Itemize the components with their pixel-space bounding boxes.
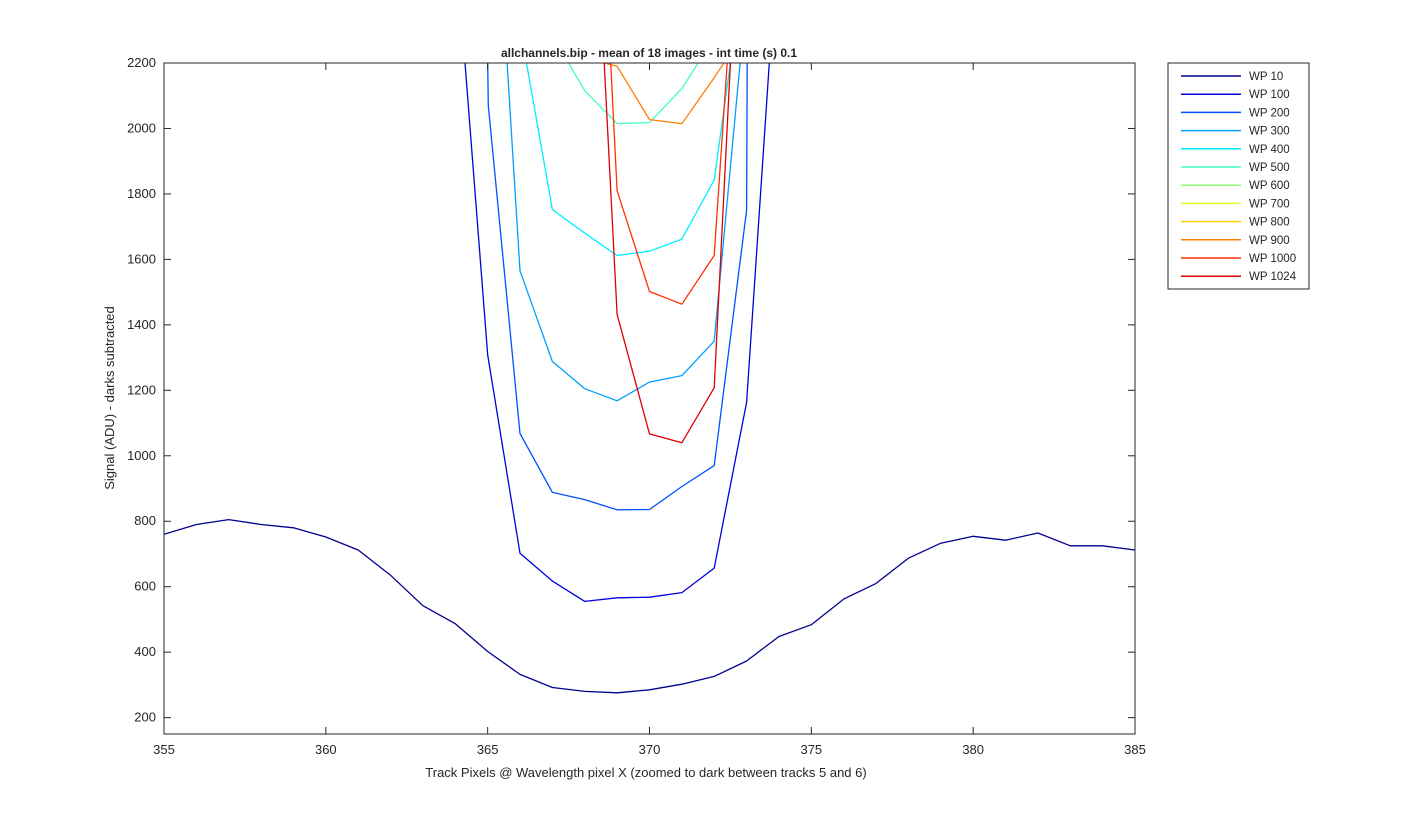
plot-area bbox=[164, 63, 1135, 734]
y-tick-label: 2200 bbox=[127, 55, 156, 70]
legend-label: WP 10 bbox=[1249, 71, 1283, 83]
x-tick-label: 375 bbox=[800, 742, 822, 757]
x-tick-label: 385 bbox=[1124, 742, 1146, 757]
series-line-1 bbox=[164, 518, 1135, 694]
series-line-10 bbox=[604, 63, 725, 125]
x-axis-label: Track Pixels @ Wavelength pixel X (zoome… bbox=[425, 765, 866, 780]
x-tick-label: 355 bbox=[153, 742, 175, 757]
series-line-4 bbox=[506, 63, 741, 402]
x-tick-label: 380 bbox=[962, 742, 984, 757]
chart-title: allchannels.bip - mean of 18 images - in… bbox=[501, 46, 797, 60]
y-tick-label: 800 bbox=[134, 513, 156, 528]
x-tick-label: 370 bbox=[639, 742, 661, 757]
series-line-11 bbox=[610, 63, 728, 305]
y-tick-label: 600 bbox=[134, 579, 156, 594]
y-tick-label: 2000 bbox=[127, 120, 156, 135]
series-layer bbox=[164, 63, 1135, 694]
y-tick-label: 1800 bbox=[127, 186, 156, 201]
legend-label: WP 1024 bbox=[1249, 271, 1297, 283]
x-tick-label: 360 bbox=[315, 742, 337, 757]
x-tick-label: 365 bbox=[477, 742, 499, 757]
legend-label: WP 1000 bbox=[1249, 253, 1296, 265]
axis-layer: 355 360 365 370 375 380 385 200 400 600 800 1000 120… bbox=[127, 55, 1146, 757]
legend-label: WP 300 bbox=[1249, 126, 1290, 138]
legend: WP 10 WP 100 WP 200 WP 300 WP 400 WP 500 WP 60… bbox=[1167, 62, 1310, 290]
y-tick-label: 1600 bbox=[127, 251, 156, 266]
y-tick-label: 200 bbox=[134, 710, 156, 725]
series-line-12 bbox=[603, 63, 732, 444]
legend-box bbox=[1167, 62, 1310, 290]
series-line-2 bbox=[464, 63, 770, 603]
y-tick-label: 400 bbox=[134, 644, 156, 659]
legend-label: WP 200 bbox=[1249, 107, 1290, 119]
series-line-3 bbox=[487, 63, 748, 511]
legend-label: WP 100 bbox=[1249, 89, 1290, 101]
series-line-6 bbox=[568, 63, 699, 125]
y-tick-label: 1400 bbox=[127, 317, 156, 332]
legend-label: WP 500 bbox=[1249, 162, 1290, 174]
legend-label: WP 400 bbox=[1249, 144, 1290, 156]
y-tick-label: 1200 bbox=[127, 382, 156, 397]
y-axis-label: Signal (ADU) - darks subtracted bbox=[102, 306, 117, 490]
legend-label: WP 700 bbox=[1249, 198, 1290, 210]
legend-label: WP 600 bbox=[1249, 180, 1290, 192]
series-line-5 bbox=[525, 63, 732, 257]
legend-label: WP 800 bbox=[1249, 217, 1290, 229]
y-tick-label: 1000 bbox=[127, 448, 156, 463]
legend-label: WP 900 bbox=[1249, 235, 1290, 247]
